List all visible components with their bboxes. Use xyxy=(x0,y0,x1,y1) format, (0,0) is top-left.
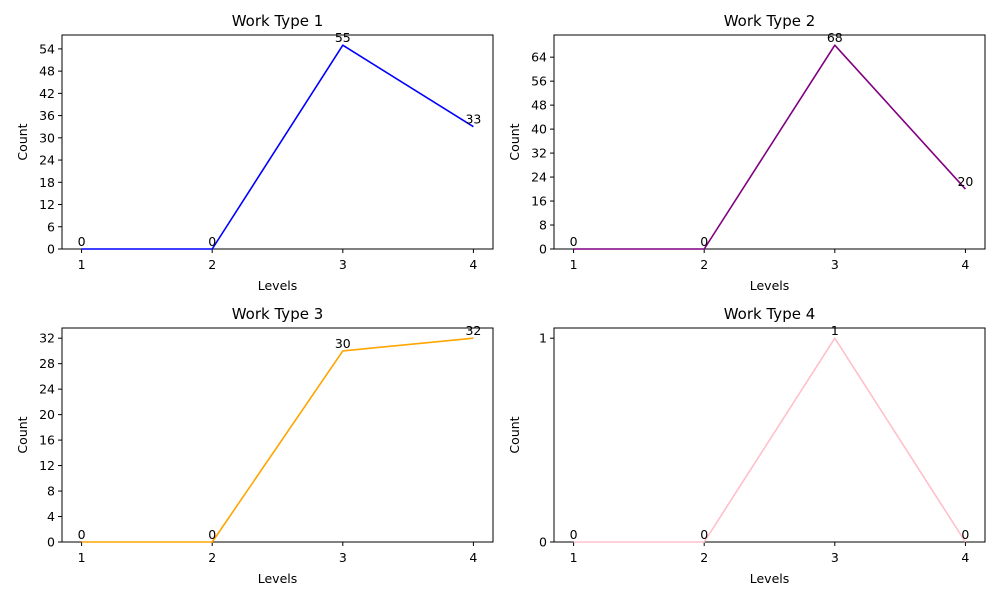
y-tick-label: 1 xyxy=(539,331,547,346)
x-axis-label: Levels xyxy=(258,278,298,293)
x-tick-label: 4 xyxy=(469,257,477,272)
y-tick-label: 64 xyxy=(531,50,547,65)
plot-frame xyxy=(553,327,986,543)
x-tick-label: 3 xyxy=(831,550,839,565)
y-tick-label: 0 xyxy=(47,242,55,257)
x-axis-label: Levels xyxy=(258,571,298,586)
chart-title: Work Type 4 xyxy=(724,305,816,323)
x-tick-label: 2 xyxy=(700,550,708,565)
data-label: 20 xyxy=(957,174,973,189)
y-tick-label: 28 xyxy=(39,356,55,371)
y-tick-label: 8 xyxy=(539,218,547,233)
y-tick-label: 12 xyxy=(39,458,55,473)
chart-title: Work Type 1 xyxy=(232,12,324,30)
y-tick-label: 0 xyxy=(47,535,55,550)
series-line xyxy=(573,44,967,250)
chart-panel-4: Work Type 4 Levels Count 1 2 3 4 0 1 0 0 1 0 xyxy=(507,305,986,586)
series-line xyxy=(573,337,967,543)
data-label: 0 xyxy=(961,527,969,542)
y-tick-label: 40 xyxy=(531,122,547,137)
y-tick-label: 56 xyxy=(531,74,547,89)
x-tick-label: 4 xyxy=(469,550,477,565)
y-tick-label: 32 xyxy=(39,331,55,346)
y-axis-label: Count xyxy=(15,123,30,160)
y-axis-label: Count xyxy=(507,123,522,160)
y-axis-label: Count xyxy=(507,416,522,453)
y-tick-label: 32 xyxy=(531,146,547,161)
data-label: 0 xyxy=(700,527,708,542)
y-tick-label: 20 xyxy=(39,407,55,422)
data-label: 33 xyxy=(465,112,481,127)
data-label: 0 xyxy=(78,234,86,249)
y-tick-label: 12 xyxy=(39,197,55,212)
data-label: 68 xyxy=(827,30,843,45)
y-tick-label: 36 xyxy=(39,108,55,123)
plot-frame xyxy=(553,34,986,250)
x-tick-label: 1 xyxy=(570,550,578,565)
x-tick-label: 4 xyxy=(961,257,969,272)
y-tick-label: 4 xyxy=(47,509,55,524)
y-tick-label: 24 xyxy=(39,153,55,168)
data-label: 1 xyxy=(831,323,839,338)
series-line xyxy=(81,44,474,250)
x-tick-label: 2 xyxy=(208,550,216,565)
x-tick-label: 2 xyxy=(700,257,708,272)
data-label: 0 xyxy=(208,527,216,542)
data-label: 0 xyxy=(570,527,578,542)
x-tick-label: 1 xyxy=(78,257,86,272)
data-label: 32 xyxy=(465,323,481,338)
x-tick-label: 4 xyxy=(961,550,969,565)
y-tick-label: 0 xyxy=(539,242,547,257)
x-tick-label: 1 xyxy=(570,257,578,272)
plot-frame xyxy=(61,34,494,250)
y-tick-label: 48 xyxy=(39,64,55,79)
x-tick-label: 1 xyxy=(78,550,86,565)
chart-title: Work Type 2 xyxy=(724,12,816,30)
data-label: 0 xyxy=(700,234,708,249)
chart-title: Work Type 3 xyxy=(232,305,324,323)
x-axis-label: Levels xyxy=(750,571,790,586)
x-tick-label: 3 xyxy=(339,550,347,565)
data-label: 55 xyxy=(335,30,351,45)
y-tick-label: 24 xyxy=(531,170,547,185)
y-tick-label: 24 xyxy=(39,382,55,397)
y-tick-label: 0 xyxy=(539,535,547,550)
y-tick-label: 30 xyxy=(39,130,55,145)
data-label: 0 xyxy=(570,234,578,249)
y-tick-label: 6 xyxy=(47,219,55,234)
x-tick-label: 2 xyxy=(208,257,216,272)
y-tick-label: 8 xyxy=(47,484,55,499)
x-tick-label: 3 xyxy=(339,257,347,272)
y-axis-label: Count xyxy=(15,416,30,453)
x-axis-label: Levels xyxy=(750,278,790,293)
y-tick-label: 16 xyxy=(39,433,55,448)
x-tick-label: 3 xyxy=(831,257,839,272)
data-label: 0 xyxy=(208,234,216,249)
series-line xyxy=(81,337,474,543)
plot-frame xyxy=(61,327,494,543)
data-label: 30 xyxy=(335,336,351,351)
y-tick-label: 54 xyxy=(39,41,55,56)
y-tick-label: 48 xyxy=(531,98,547,113)
y-tick-label: 18 xyxy=(39,175,55,190)
data-label: 0 xyxy=(78,527,86,542)
y-tick-label: 42 xyxy=(39,86,55,101)
y-tick-label: 16 xyxy=(531,194,547,209)
